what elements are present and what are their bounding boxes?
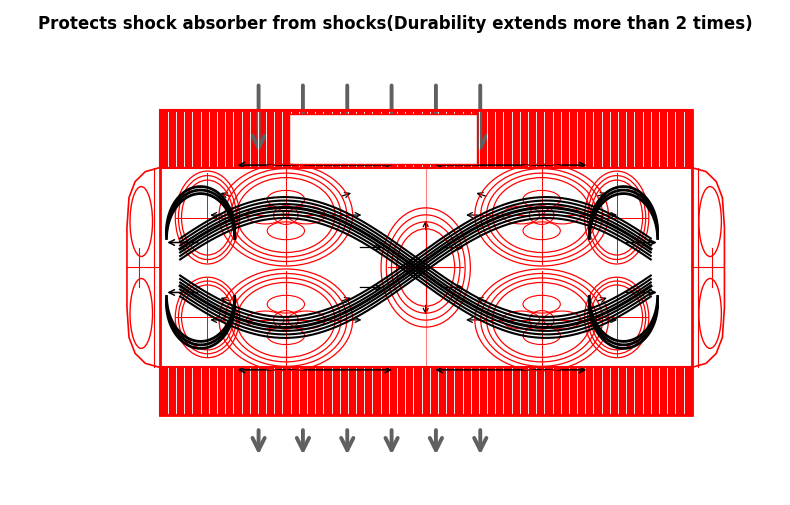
Bar <box>160 110 692 415</box>
Bar <box>160 110 692 168</box>
Bar <box>289 114 477 164</box>
Bar <box>160 367 692 415</box>
Text: Protects shock absorber from shocks(Durability extends more than 2 times): Protects shock absorber from shocks(Dura… <box>38 15 752 33</box>
Bar <box>160 110 692 168</box>
Bar <box>160 367 692 415</box>
Bar <box>160 110 692 415</box>
